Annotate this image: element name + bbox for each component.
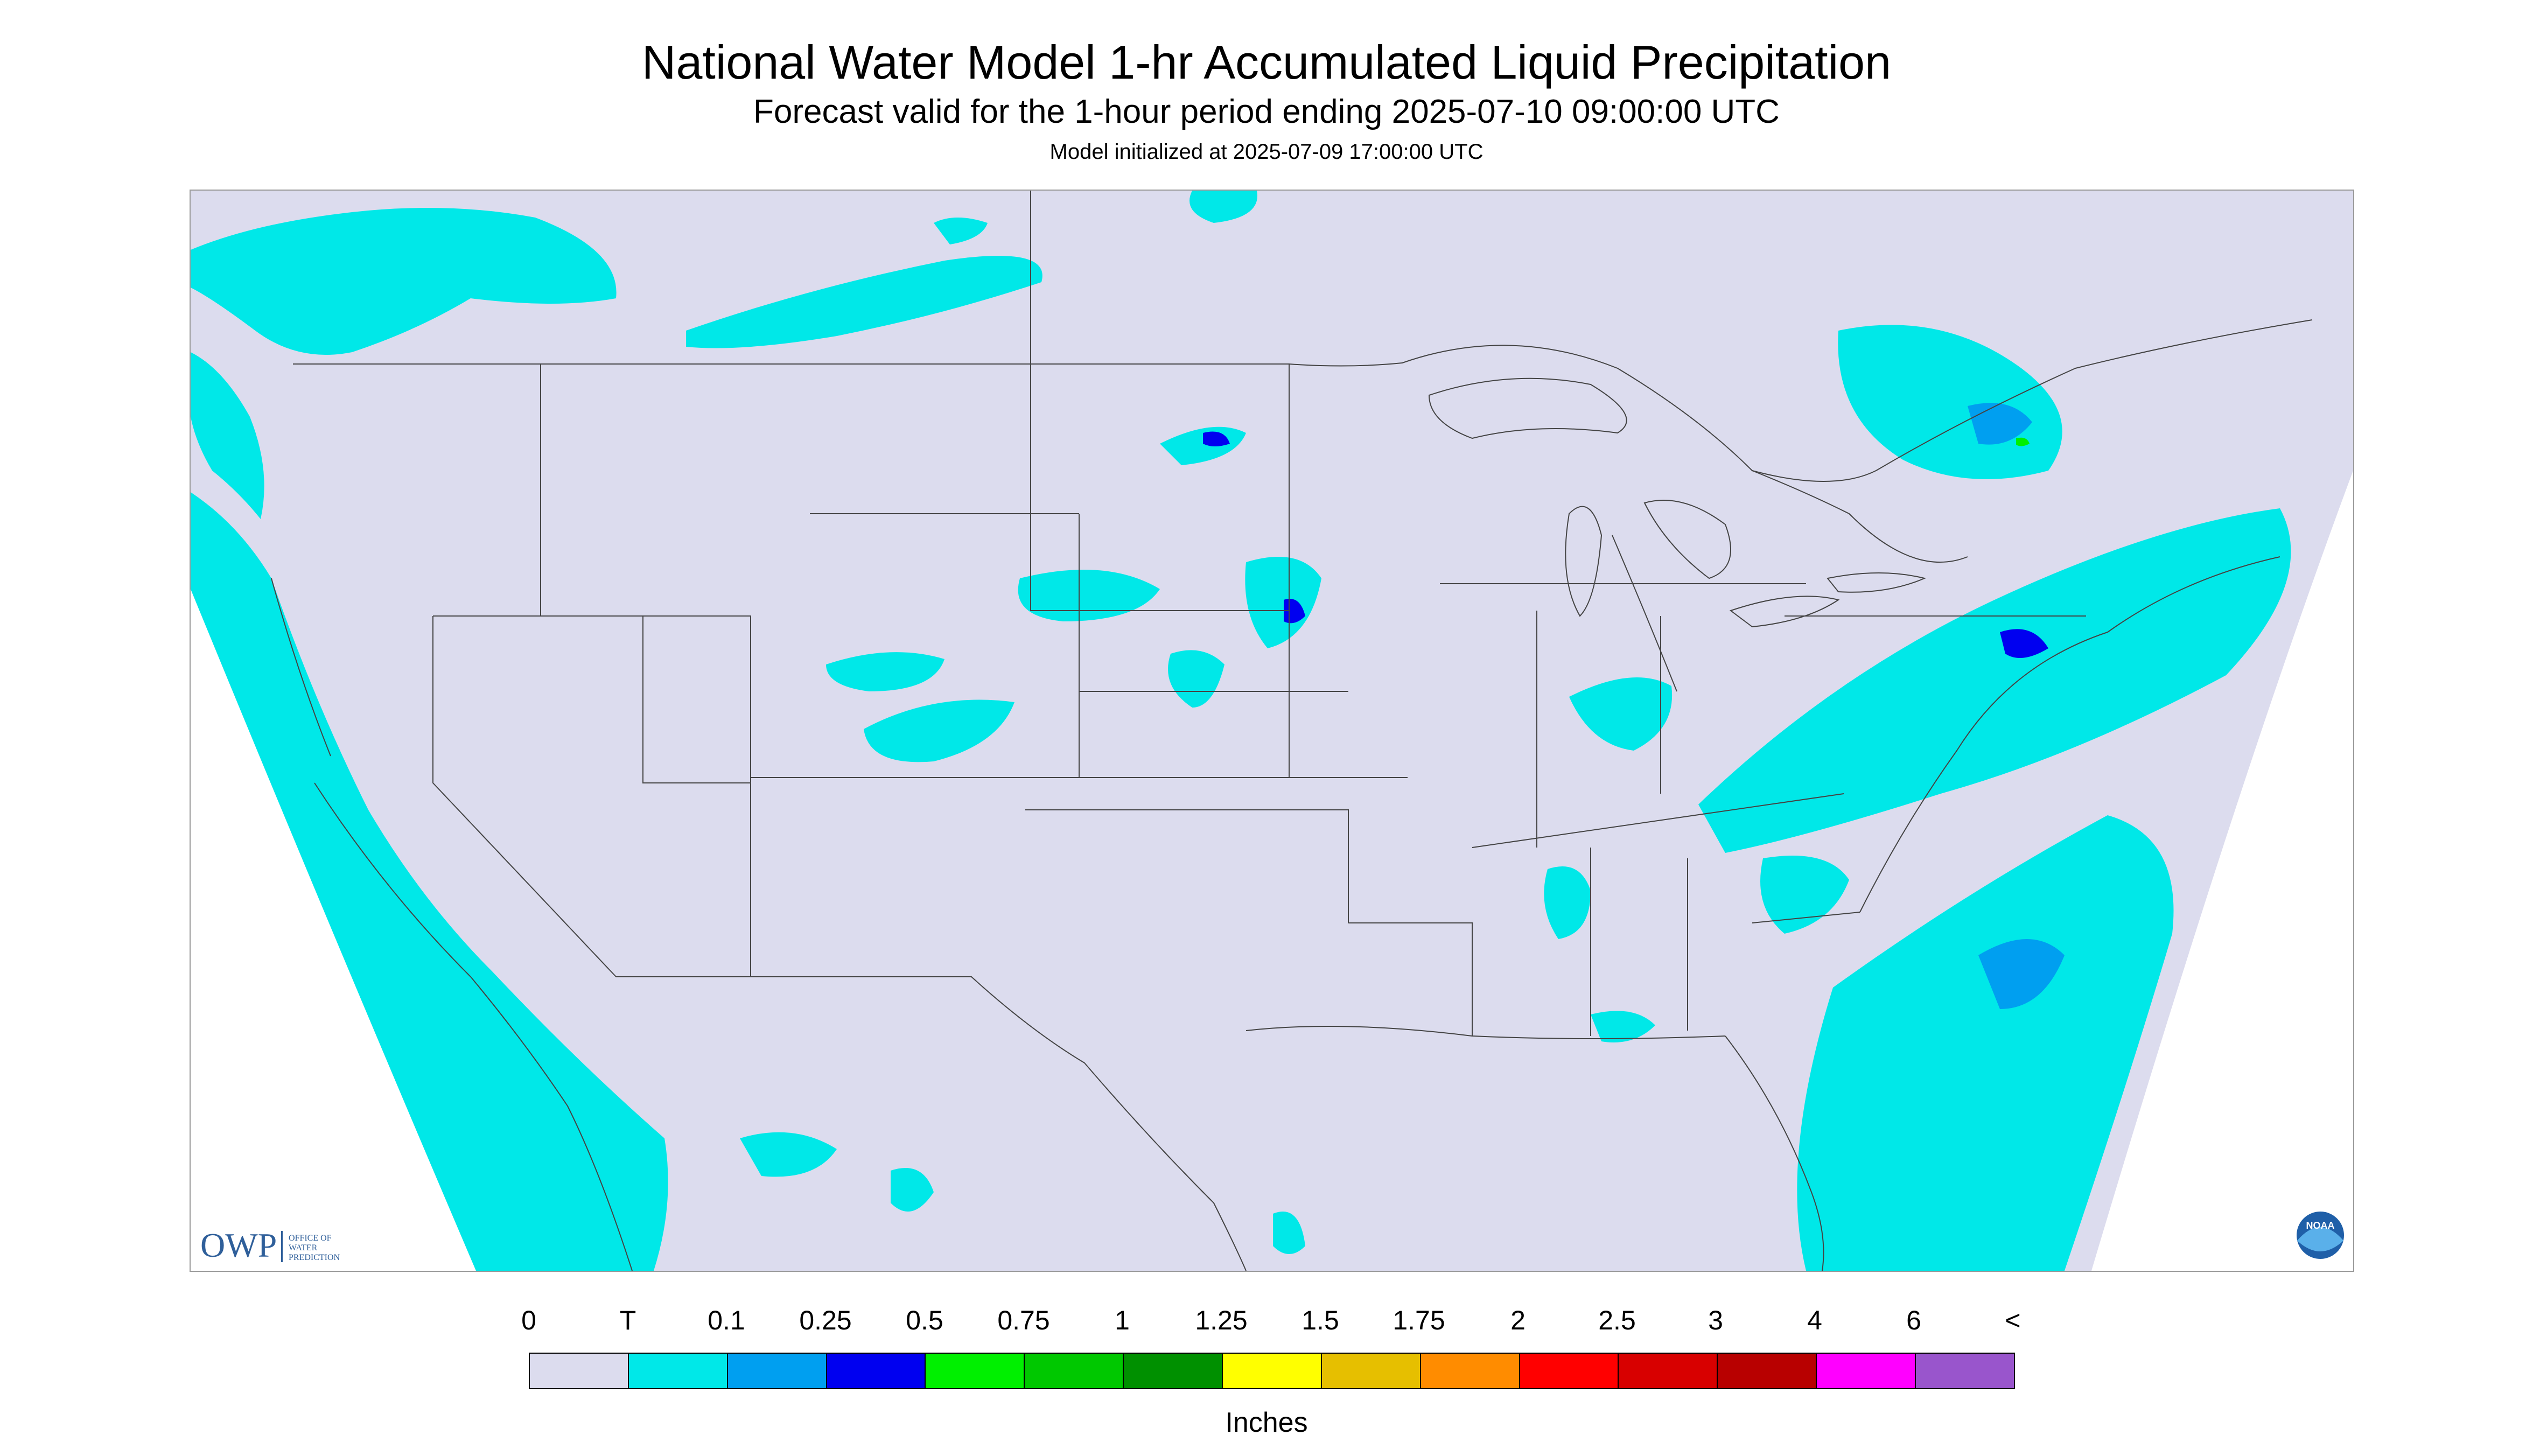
svg-text:PREDICTION: PREDICTION: [289, 1253, 340, 1262]
legend-label-1-25: 1.25: [1195, 1305, 1248, 1335]
precip-colorado-cells: [826, 652, 944, 691]
svg-text:NOAA: NOAA: [2306, 1220, 2335, 1231]
legend-swatch-10: [1520, 1354, 1619, 1388]
precip-core-green: [2016, 437, 2030, 446]
precip-montana-cells: [1018, 570, 1160, 621]
legend-swatch-12: [1718, 1354, 1817, 1388]
legend-label-6: 6: [1906, 1305, 1921, 1335]
precip-iowa-cell: [1245, 557, 1321, 648]
legend-color-bar: [529, 1353, 2015, 1389]
precip-alabama: [1544, 866, 1591, 939]
precip-nebraska-cell: [1168, 650, 1224, 708]
precip-core-northeast: [2000, 629, 2048, 658]
boundary-lines: [271, 191, 2313, 1271]
svg-text:OFFICE OF: OFFICE OF: [289, 1234, 332, 1243]
precip-core-nd: [1203, 431, 1230, 446]
model-init-time: Model initialized at 2025-07-09 17:00:00…: [1049, 140, 1484, 164]
legend-swatch-0: [530, 1354, 629, 1388]
legend-label-0: 0: [521, 1305, 536, 1335]
precip-gulf-coast: [1591, 1011, 1655, 1042]
legend-label-2: 2: [1510, 1305, 1526, 1335]
precip-canada-prairie-1: [686, 256, 1042, 348]
precip-mexico-3: [1273, 1212, 1305, 1254]
legend-swatch-13: [1817, 1354, 1916, 1388]
legend-label-1-75: 1.75: [1393, 1305, 1445, 1335]
precip-core-quebec: [1968, 403, 2032, 445]
legend-label-1: 1: [1115, 1305, 1130, 1335]
legend-swatch-4: [926, 1354, 1025, 1388]
legend-swatch-1: [628, 1354, 728, 1388]
model-domain: [191, 191, 2353, 1271]
legend-swatch-9: [1421, 1354, 1520, 1388]
svg-text:WATER: WATER: [289, 1243, 318, 1252]
precip-pacific-band: [191, 492, 668, 1271]
legend-label-overflow: <: [2005, 1305, 2021, 1335]
legend-swatch-3: [827, 1354, 926, 1388]
precip-core-atlantic: [1978, 939, 2065, 1009]
great-lakes: [1428, 377, 1927, 628]
legend-swatch-11: [1619, 1354, 1718, 1388]
legend-label-4: 4: [1807, 1305, 1822, 1335]
legend-swatch-5: [1025, 1354, 1124, 1388]
legend-label-0-75: 0.75: [997, 1305, 1050, 1335]
precip-canada-prairie-2: [934, 218, 988, 244]
legend-swatch-7: [1223, 1354, 1322, 1388]
map-title: National Water Model 1-hr Accumulated Li…: [641, 36, 1892, 89]
legend-label-0-25: 0.25: [799, 1305, 852, 1335]
legend-label-0-5: 0.5: [906, 1305, 943, 1335]
legend-swatch-14: [1916, 1354, 2014, 1388]
map-canvas: OWP OFFICE OF WATER PREDICTION NOAA: [191, 191, 2353, 1271]
precip-pacific-band-north: [191, 352, 264, 519]
precip-northeast-band: [1698, 508, 2291, 853]
legend-units: Inches: [1225, 1407, 1308, 1438]
precip-atlantic-offshore: [1797, 815, 2174, 1271]
legend-label-0-1: 0.1: [708, 1305, 745, 1335]
precip-colorado-cells-2: [864, 699, 1014, 762]
precip-mexico-2: [891, 1168, 934, 1212]
legend-label-3: 3: [1708, 1305, 1723, 1335]
svg-text:OWP: OWP: [200, 1226, 277, 1264]
precipitation-map: OWP OFFICE OF WATER PREDICTION NOAA: [190, 190, 2354, 1272]
legend-label-trace: T: [619, 1305, 636, 1335]
precip-mexico-1: [740, 1132, 837, 1177]
precip-ohio-valley: [1569, 677, 1673, 751]
legend-label-1-5: 1.5: [1302, 1305, 1339, 1335]
legend-swatch-2: [727, 1354, 827, 1388]
precip-canada-prairie-3: [1189, 191, 1257, 223]
legend-swatch-8: [1321, 1354, 1421, 1388]
noaa-logo: NOAA: [2294, 1209, 2346, 1261]
legend-labels: 0 T 0.1 0.25 0.5 0.75 1 1.25 1.5 1.75 2 …: [0, 1304, 2533, 1342]
legend-swatch-6: [1124, 1354, 1223, 1388]
owp-logo: OWP OFFICE OF WATER PREDICTION: [200, 1226, 340, 1264]
map-subtitle: Forecast valid for the 1-hour period end…: [753, 93, 1780, 130]
precip-carolinas: [1760, 856, 1849, 934]
precip-bc-coast: [191, 208, 617, 355]
legend-label-2-5: 2.5: [1598, 1305, 1636, 1335]
